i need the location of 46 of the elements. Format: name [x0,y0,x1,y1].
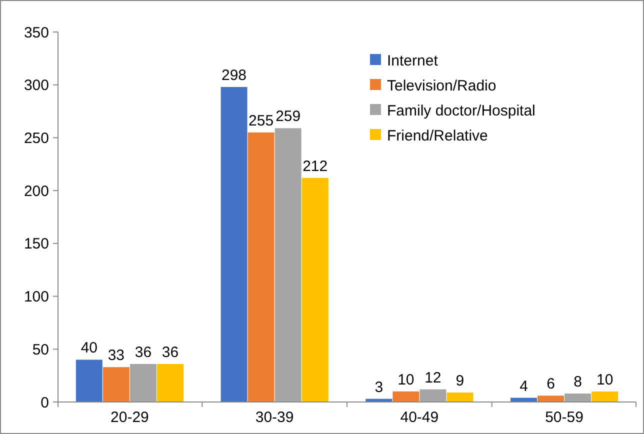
bar [392,391,420,402]
data-label: 3 [374,378,384,396]
bar [76,360,102,402]
data-label: 12 [424,369,442,386]
bar [274,128,302,402]
legend-label: Friend/Relative [387,127,488,144]
bar [248,132,274,402]
data-label: 10 [596,371,614,388]
bar [157,364,184,402]
y-tick-label: 0 [40,394,49,412]
legend-label: Internet [387,52,439,70]
y-tick-label: 300 [24,77,49,94]
legend-label: Television/Radio [387,77,496,94]
bar [220,86,248,402]
data-label: 10 [398,371,414,388]
x-tick-label: 40-49 [400,409,439,426]
data-label: 33 [108,347,125,364]
bar [130,364,156,402]
y-tick-label: 200 [24,182,49,200]
data-label: 4 [520,378,528,395]
bar [102,367,130,402]
y-tick-label: 150 [24,236,49,253]
x-tick-label: 50-59 [545,409,584,426]
bar [592,391,618,402]
bar [302,178,328,402]
data-label: 36 [162,344,179,361]
data-label: 40 [80,340,98,357]
y-tick-label: 350 [24,24,49,42]
data-label: 36 [134,344,152,361]
data-label: 6 [546,376,555,393]
data-label: 8 [574,374,582,391]
y-tick-label: 50 [32,341,49,358]
data-label: 298 [222,66,247,84]
bar [564,394,592,402]
bar [446,392,474,402]
legend-label: Family doctor/Hospital [387,102,536,120]
y-tick-label: 100 [24,288,49,306]
data-label: 259 [276,108,301,126]
data-label: 212 [302,158,328,175]
y-tick-label: 250 [24,130,49,147]
bar [538,396,564,402]
x-tick-label: 20-29 [110,409,149,426]
data-label: 9 [456,372,464,390]
bar [420,389,446,402]
data-label: 255 [248,112,274,130]
x-tick-label: 30-39 [255,409,294,426]
